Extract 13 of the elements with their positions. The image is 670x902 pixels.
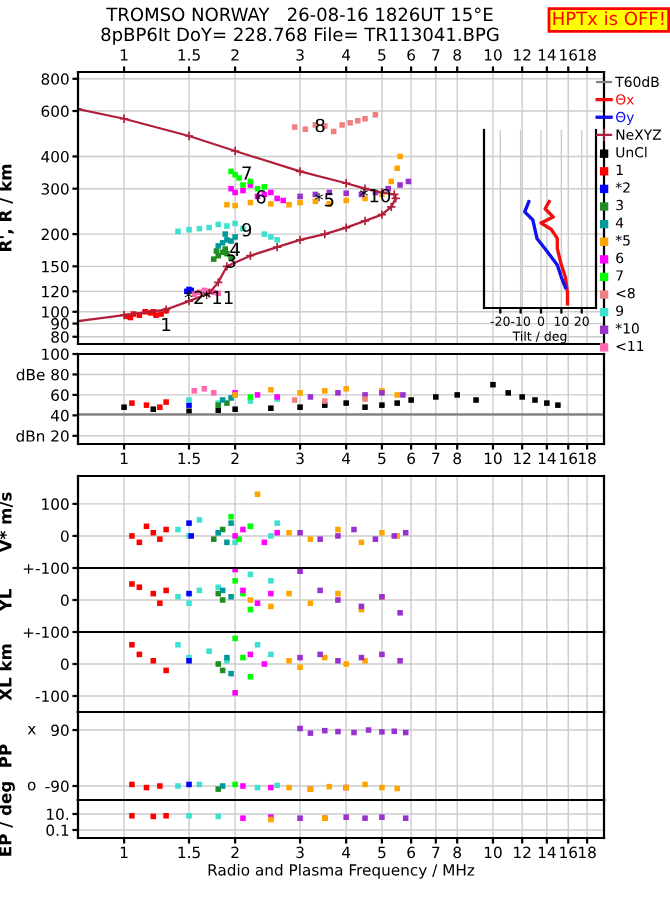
annotation: *11 — [202, 290, 233, 305]
y-axis-title: YL — [0, 589, 12, 612]
chart-title: TROMSO NORWAY 26-08-16 1826UT 15°E — [106, 7, 493, 22]
annotation: *5 — [315, 192, 334, 207]
text: HPTx is OFF! — [553, 11, 664, 26]
annotation: 3 — [226, 254, 236, 268]
chart-subtitle: 8pBP6It DoY= 228.768 File= TR113041.BPG — [101, 27, 499, 45]
annotation: 4 — [230, 242, 240, 256]
annotation: 8 — [315, 118, 325, 133]
y-axis-title: V* m/s — [0, 492, 13, 553]
y-axis-title: PP — [0, 744, 12, 767]
annotation: 9 — [242, 222, 252, 237]
annotation: 7 — [242, 166, 251, 180]
